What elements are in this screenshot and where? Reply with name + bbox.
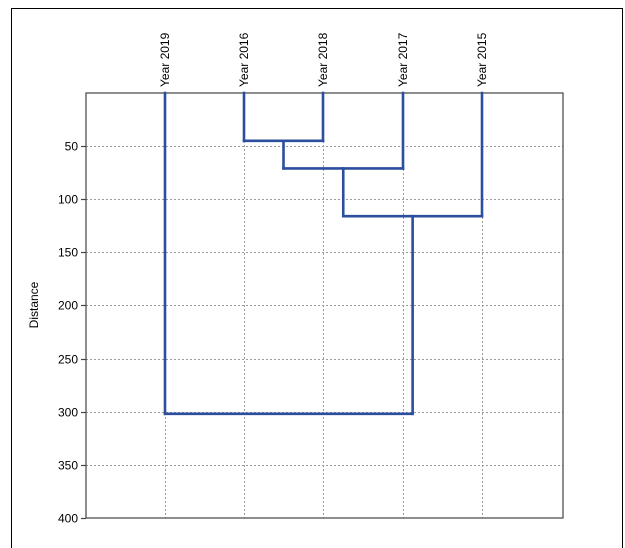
y-tick-label: 300 [58, 406, 78, 420]
leaf-label: Year 2016 [237, 32, 251, 87]
leaf-label: Year 2019 [158, 32, 172, 87]
leaf-label: Year 2018 [316, 32, 330, 87]
y-tick-label: 350 [58, 459, 78, 473]
y-tick-layer: 50 100 150 200 250 300 350 400 [58, 140, 86, 526]
y-tick-label: 400 [58, 512, 78, 526]
dendrogram-links [163, 91, 484, 416]
chart-frame [11, 8, 623, 548]
y-tick-label: 50 [65, 140, 79, 154]
y-tick-label: 100 [58, 193, 78, 207]
leaf-label: Year 2017 [396, 32, 410, 87]
y-tick-label: 150 [58, 246, 78, 260]
leaf-label: Year 2015 [475, 32, 489, 87]
grid-layer [86, 93, 563, 518]
y-axis-title: Distance [27, 281, 41, 328]
leaf-label-layer: Year 2019 Year 2016 Year 2018 Year 2017 Year… [158, 32, 489, 87]
y-tick-label: 200 [58, 299, 78, 313]
y-tick-label: 250 [58, 353, 78, 367]
